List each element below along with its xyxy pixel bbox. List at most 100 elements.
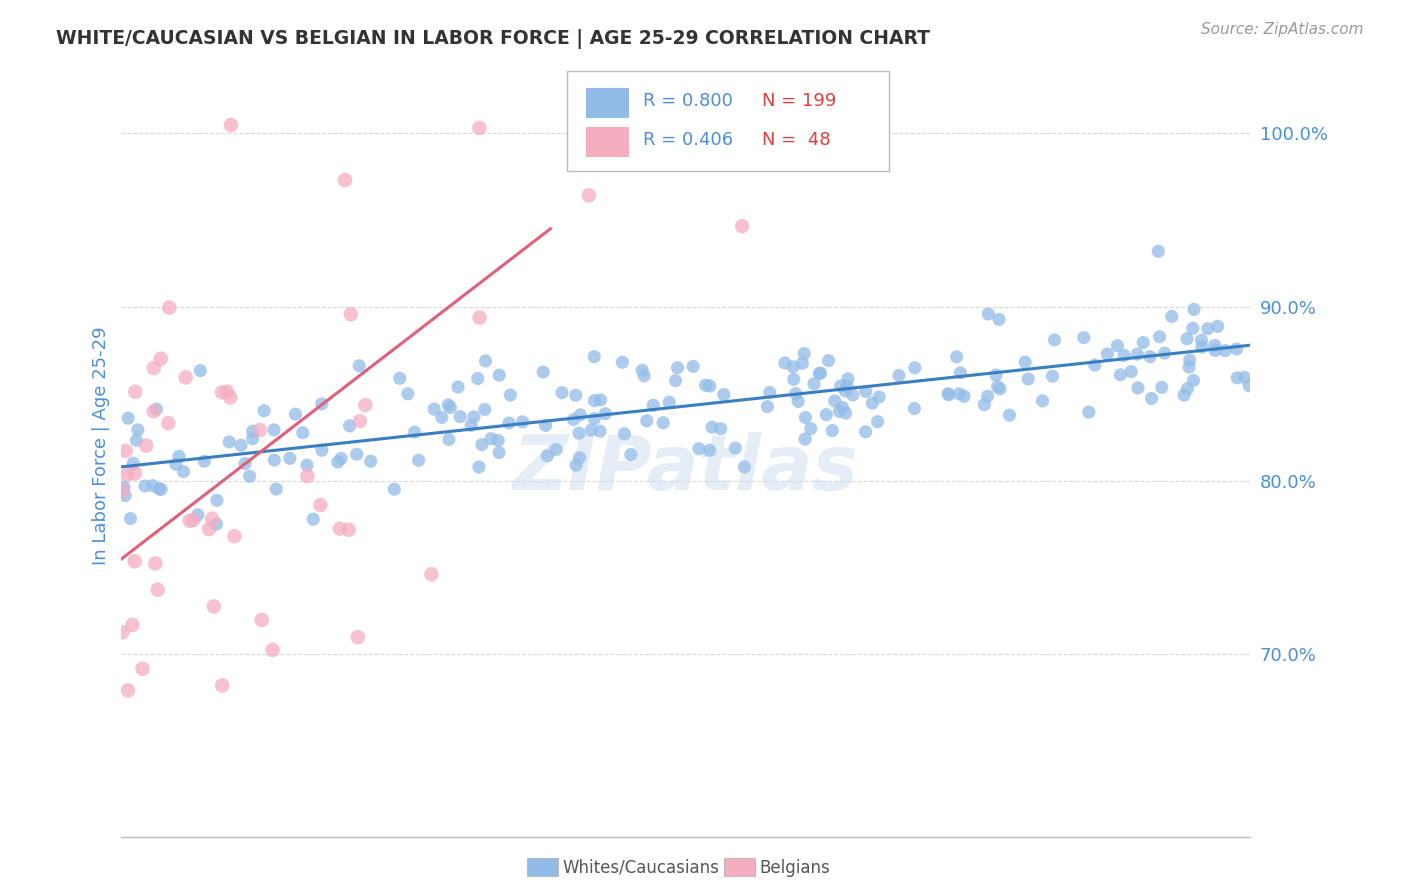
Point: [127, 423, 149, 437]
Point: [349, 414, 371, 428]
Y-axis label: In Labor Force | Age 25-29: In Labor Force | Age 25-29: [93, 326, 110, 566]
Point: [977, 307, 1000, 321]
Point: [938, 388, 960, 402]
Point: [583, 350, 606, 364]
Point: [388, 371, 411, 385]
Point: [124, 384, 146, 399]
Point: [1042, 369, 1064, 384]
Point: [114, 443, 136, 458]
Point: [605, 126, 627, 140]
Point: [1126, 381, 1149, 395]
Point: [565, 458, 588, 472]
Point: [131, 662, 153, 676]
Point: [120, 511, 142, 525]
Point: [146, 582, 169, 597]
Point: [468, 460, 491, 475]
Point: [218, 434, 240, 449]
Point: [114, 489, 136, 503]
Point: [988, 382, 1011, 396]
Point: [794, 410, 817, 425]
Point: [430, 410, 453, 425]
Point: [568, 426, 591, 441]
Point: [803, 376, 825, 391]
Point: [1204, 343, 1226, 358]
Point: [1147, 244, 1170, 259]
Point: [346, 447, 368, 461]
Point: [794, 432, 817, 446]
Point: [1114, 348, 1136, 362]
Point: [1132, 335, 1154, 350]
Point: [111, 625, 134, 640]
Point: [142, 404, 165, 418]
Point: [117, 411, 139, 425]
Point: [733, 459, 755, 474]
Point: [652, 416, 675, 430]
Point: [284, 407, 307, 421]
Point: [1178, 359, 1201, 374]
Point: [474, 354, 496, 368]
Point: [1175, 332, 1198, 346]
Point: [1237, 378, 1260, 392]
Point: [782, 359, 804, 374]
Point: [1177, 382, 1199, 396]
Point: [949, 366, 972, 380]
Point: [468, 120, 491, 135]
Point: [117, 683, 139, 698]
Point: [111, 483, 134, 498]
Point: [219, 391, 242, 405]
Point: [1077, 405, 1099, 419]
Point: [467, 371, 489, 385]
Point: [217, 384, 239, 399]
Point: [837, 372, 859, 386]
Point: [664, 374, 686, 388]
Point: [142, 479, 165, 493]
Point: [1084, 358, 1107, 372]
Point: [263, 453, 285, 467]
Point: [253, 403, 276, 417]
Point: [631, 363, 654, 377]
Point: [855, 425, 877, 439]
Point: [249, 423, 271, 437]
Point: [758, 385, 780, 400]
Point: [233, 457, 256, 471]
Point: [460, 418, 482, 433]
Point: [488, 368, 510, 383]
Point: [1226, 371, 1249, 385]
Point: [188, 363, 211, 377]
Point: [1073, 330, 1095, 344]
Point: [179, 514, 201, 528]
Point: [855, 384, 877, 399]
Point: [354, 398, 377, 412]
Point: [173, 465, 195, 479]
Point: [534, 418, 557, 433]
Point: [404, 425, 426, 440]
Point: [1204, 338, 1226, 352]
Point: [437, 398, 460, 412]
Point: [229, 438, 252, 452]
Point: [800, 422, 823, 436]
Text: ZIPatlas: ZIPatlas: [513, 433, 859, 507]
Point: [976, 389, 998, 403]
Point: [682, 359, 704, 374]
Point: [1097, 347, 1119, 361]
Point: [142, 361, 165, 376]
Point: [828, 404, 851, 418]
Point: [167, 450, 190, 464]
Point: [250, 613, 273, 627]
Point: [347, 359, 370, 373]
Point: [239, 469, 262, 483]
Text: Whites/Caucasians: Whites/Caucasians: [562, 859, 720, 877]
Point: [973, 398, 995, 412]
Point: [187, 508, 209, 522]
Point: [115, 467, 138, 482]
Point: [262, 643, 284, 657]
Point: [423, 402, 446, 417]
Point: [998, 408, 1021, 422]
Point: [360, 454, 382, 468]
Point: [193, 454, 215, 468]
Point: [546, 442, 568, 457]
Point: [666, 360, 689, 375]
Point: [792, 356, 814, 370]
Point: [1182, 302, 1205, 317]
Point: [984, 368, 1007, 382]
